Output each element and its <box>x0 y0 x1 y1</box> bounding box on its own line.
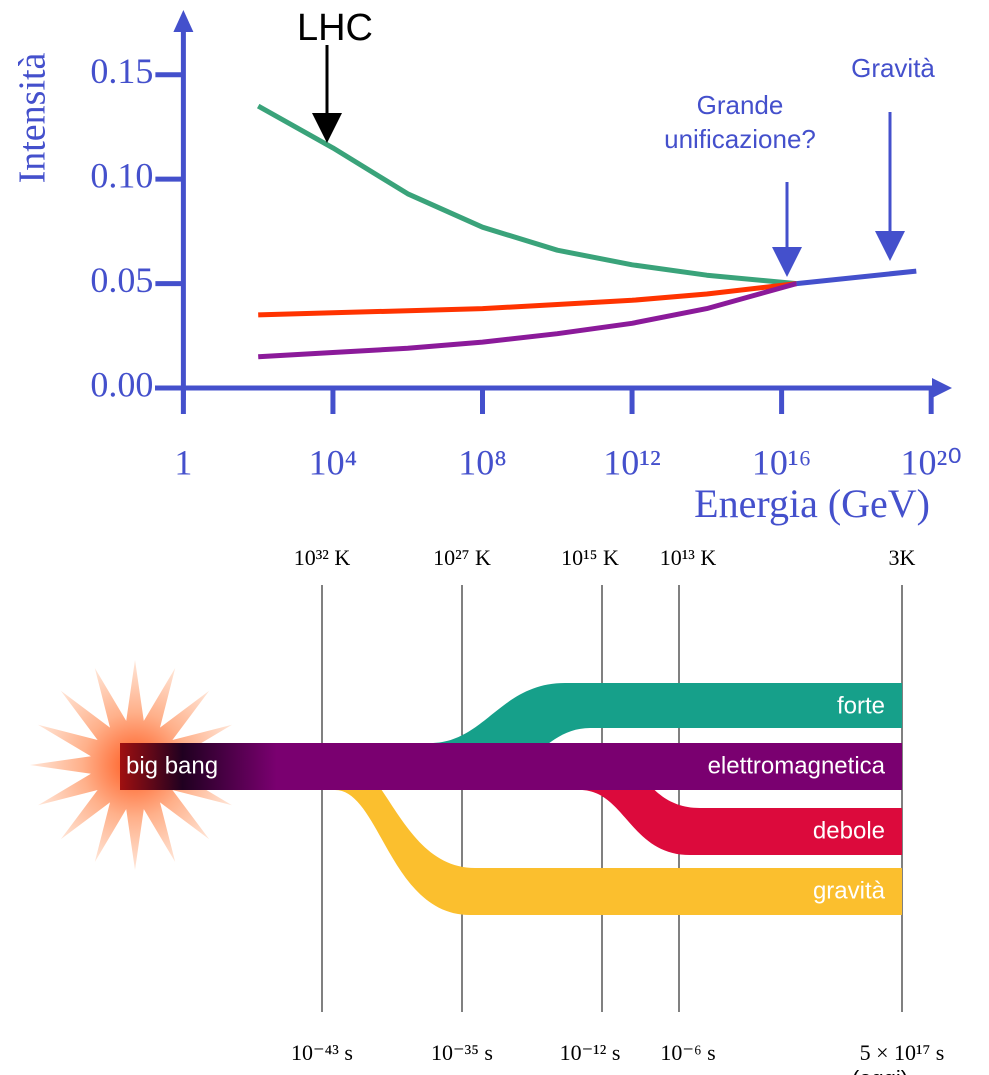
series-line <box>256 103 797 287</box>
y-tick-label: 0.10 <box>90 155 153 195</box>
series-line <box>258 281 797 318</box>
x-tick-label: 10¹⁶ <box>752 442 811 482</box>
x-axis-arrow <box>932 378 952 398</box>
x-tick-label: 10⁸ <box>458 442 507 482</box>
annotation: Gravità <box>851 53 935 83</box>
time-label: 10⁻¹² s <box>560 1040 621 1065</box>
band-strong <box>430 683 902 790</box>
y-tick-label: 0.05 <box>90 260 153 300</box>
time-label: 5 × 10¹⁷ s <box>860 1040 945 1065</box>
band-weak <box>580 743 902 855</box>
band-label: forte <box>837 692 885 719</box>
annotation: LHC <box>297 7 373 49</box>
band-gravity <box>320 743 902 915</box>
band-label: big bang <box>126 752 218 779</box>
x-tick-label: 10⁴ <box>309 442 358 482</box>
time-label: 10⁻⁴³ s <box>291 1040 353 1065</box>
y-tick-label: 0.15 <box>90 51 153 91</box>
temperature-label: 10¹³ K <box>660 545 717 570</box>
band-label: gravità <box>813 877 886 904</box>
y-axis-arrow <box>173 10 194 32</box>
x-tick-label: 1 <box>174 442 192 482</box>
band-label: elettromagnetica <box>708 752 886 779</box>
today-label: (oggi) <box>852 1066 908 1075</box>
series-line <box>258 281 798 360</box>
y-axis-label: Intensità <box>12 52 54 183</box>
x-axis-label: Energia (GeV) <box>694 481 930 526</box>
temperature-label: 3K <box>889 545 916 570</box>
temperature-label: 10¹⁵ K <box>561 545 619 570</box>
annotation: Grande unificazione? <box>664 90 816 154</box>
x-tick-label: 10²⁰ <box>901 442 962 482</box>
x-tick-label: 10¹² <box>603 442 661 482</box>
series-line <box>796 268 917 287</box>
temperature-label: 10²⁷ K <box>433 545 491 570</box>
y-tick-label: 0.00 <box>90 364 153 404</box>
time-label: 10⁻³⁵ s <box>431 1040 493 1065</box>
time-label: 10⁻⁶ s <box>660 1040 715 1065</box>
temperature-label: 10³² K <box>294 545 351 570</box>
band-em <box>120 743 902 790</box>
diagram: big bang forte elettromagnetica debole g… <box>30 545 944 1075</box>
band-label: debole <box>813 817 885 844</box>
